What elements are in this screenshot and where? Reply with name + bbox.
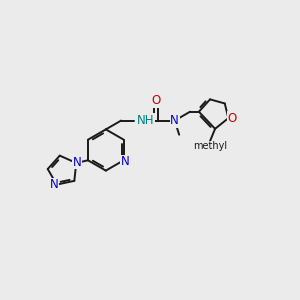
Text: methyl: methyl bbox=[193, 141, 227, 151]
Text: N: N bbox=[72, 156, 81, 169]
Text: O: O bbox=[151, 94, 160, 107]
Text: N: N bbox=[50, 178, 59, 191]
Text: N: N bbox=[170, 114, 179, 127]
Text: NH: NH bbox=[136, 114, 154, 127]
Text: O: O bbox=[227, 112, 236, 125]
Text: N: N bbox=[121, 155, 130, 168]
